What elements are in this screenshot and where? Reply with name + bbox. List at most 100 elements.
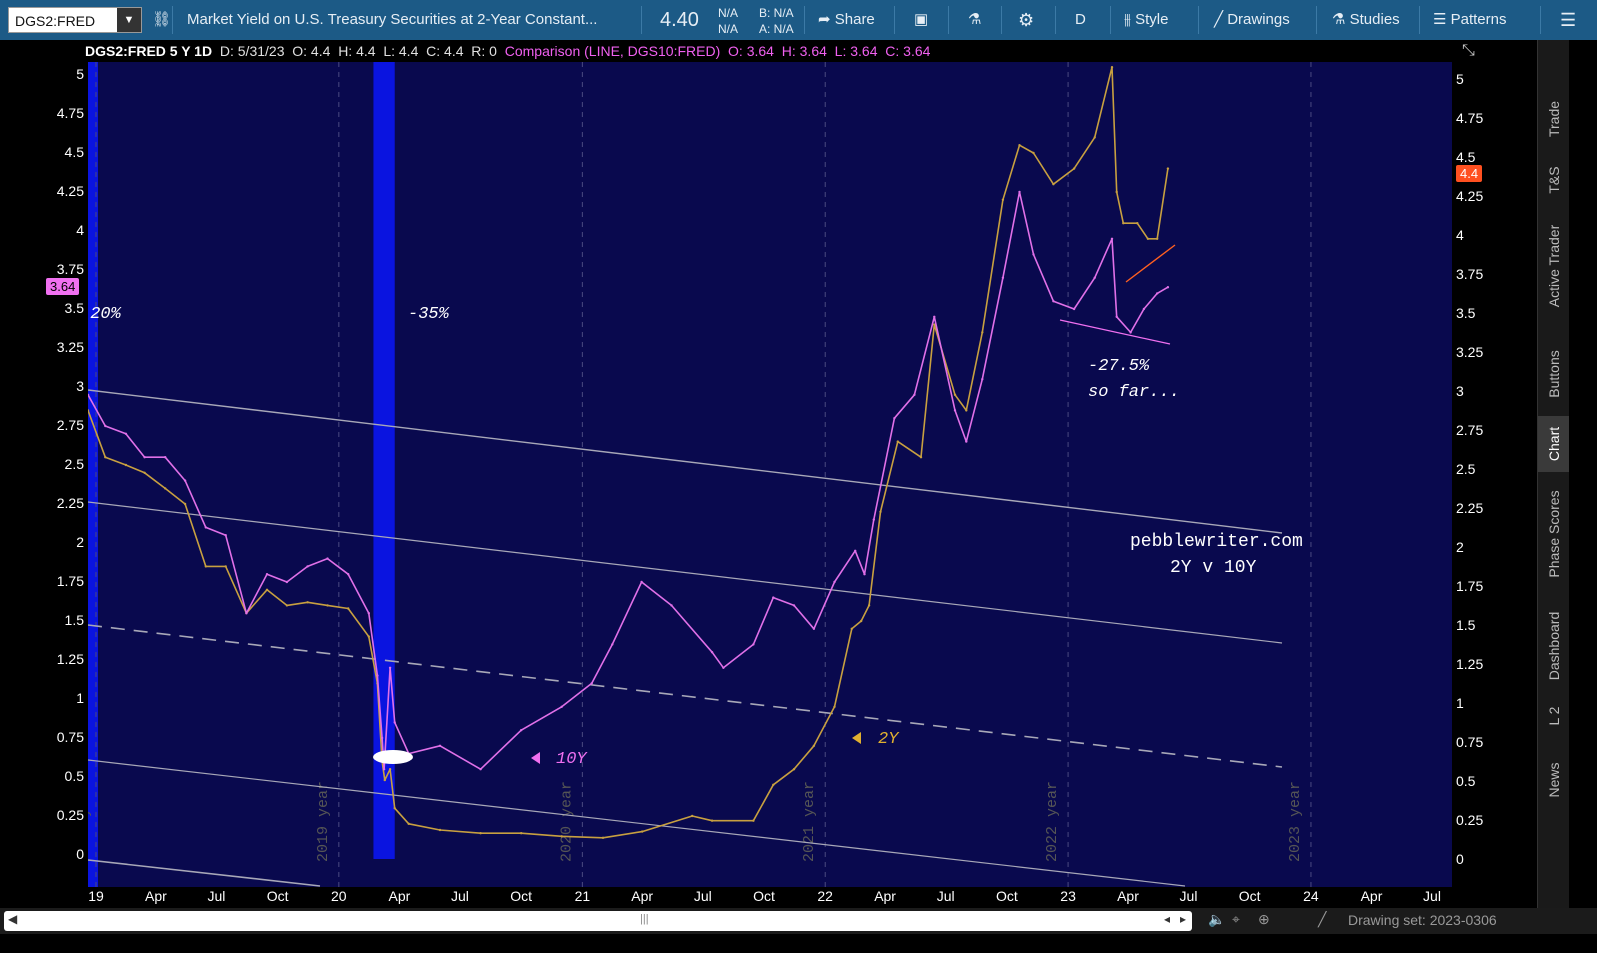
comparison-open: O: 3.64 xyxy=(728,43,774,59)
camera-icon[interactable]: ▣ xyxy=(914,11,929,28)
gear-icon[interactable]: ⚙ xyxy=(1018,10,1035,30)
year-label: 2020 year xyxy=(558,781,575,862)
drawing-pencil-icon[interactable]: ╱ xyxy=(1318,911,1327,927)
studies-button[interactable]: ⚗ Studies xyxy=(1332,0,1400,40)
chart-plot[interactable]: 2018 year 2019 year 2020 year 2021 year 2022… xyxy=(88,62,1452,887)
share-button[interactable]: ➦ Share xyxy=(818,0,875,40)
header-date: D: 5/31/23 xyxy=(219,43,285,59)
data-point-10y xyxy=(611,643,614,646)
right-axis-tick: 0 xyxy=(1456,851,1464,867)
left-axis-tick: 4.25 xyxy=(56,183,84,199)
menu-icon[interactable]: ☰ xyxy=(1560,10,1577,30)
data-point-10y xyxy=(388,666,392,669)
data-point-10y xyxy=(913,393,916,396)
data-point-2y xyxy=(953,393,957,396)
sidebar-tab-news[interactable]: News xyxy=(1538,736,1569,824)
data-point-2y xyxy=(265,588,269,591)
data-point-2y xyxy=(183,502,187,506)
time-axis-tick: 21 xyxy=(574,888,591,904)
sidebar-tab-phase-scores[interactable]: Phase Scores xyxy=(1538,472,1569,596)
watermark-site: pebblewriter.com xyxy=(1130,532,1303,552)
drawings-button[interactable]: ╱ Drawings xyxy=(1214,0,1290,40)
data-point-2y xyxy=(88,409,90,412)
trend-line-2y xyxy=(1125,244,1176,283)
right-axis-tick: 0.25 xyxy=(1456,812,1484,828)
data-point-10y xyxy=(1156,292,1159,295)
data-point-10y xyxy=(722,666,725,669)
change-value: N/A xyxy=(718,6,739,20)
data-point-2y xyxy=(393,807,396,810)
sidebar-tab-dashboard[interactable]: Dashboard xyxy=(1538,596,1569,696)
style-button[interactable]: ⫵ Style xyxy=(1124,0,1168,40)
toolbar-divider xyxy=(1110,6,1111,34)
time-axis-tick: Oct xyxy=(753,888,775,904)
data-point-2y xyxy=(479,832,482,835)
time-axis-tick: Oct xyxy=(266,888,289,904)
data-point-10y xyxy=(143,456,146,459)
symbol-text: DGS2:FRED xyxy=(15,13,96,29)
sound-icon[interactable]: 🔈 xyxy=(1208,911,1226,927)
toolbar-divider xyxy=(948,6,949,34)
data-point-10y xyxy=(981,378,984,381)
data-point-2y xyxy=(164,487,167,490)
data-point-10y xyxy=(124,432,128,435)
data-point-2y xyxy=(104,456,107,459)
pencil-icon: ╱ xyxy=(1214,11,1224,28)
data-point-10y xyxy=(953,409,957,412)
left-axis-tick: 1.75 xyxy=(56,573,84,589)
data-point-10y xyxy=(1001,276,1005,279)
link-icon[interactable]: ⛓ xyxy=(152,11,172,28)
sidebar-tab-l-2[interactable]: L 2 xyxy=(1538,696,1569,736)
drawing-set-label[interactable]: Drawing set: 2023-0306 xyxy=(1348,912,1497,928)
data-point-10y xyxy=(265,573,269,576)
data-point-2y xyxy=(388,768,392,771)
data-point-2y xyxy=(1110,66,1114,69)
toolbar-divider xyxy=(894,6,895,34)
time-axis-tick: 22 xyxy=(817,888,833,904)
sidebar-tab-trade[interactable]: Trade xyxy=(1538,80,1569,158)
data-point-2y xyxy=(438,828,442,832)
scroll-left-small-icon[interactable]: ◂ xyxy=(1164,912,1171,926)
data-point-2y xyxy=(867,604,871,607)
year-label: 2022 year xyxy=(1044,781,1061,862)
right-axis-tick: 1.5 xyxy=(1456,617,1476,633)
right-axis-tick: 4.25 xyxy=(1456,188,1484,204)
scroll-left-icon[interactable]: ◀ xyxy=(8,912,18,926)
data-point-10y xyxy=(854,549,857,552)
beaker-icon: ⚗ xyxy=(1332,11,1346,28)
header-low: L: 4.4 xyxy=(383,43,419,59)
crosshair-icon[interactable]: ⌖ xyxy=(1232,911,1240,927)
ask-value: A: N/A xyxy=(759,22,794,36)
data-point-2y xyxy=(1146,237,1150,240)
sidebar-tab-chart[interactable]: Chart xyxy=(1538,416,1569,472)
data-point-10y xyxy=(1032,253,1035,256)
left-axis-tick: 1 xyxy=(76,690,84,706)
data-point-10y xyxy=(640,580,643,584)
time-axis-tick: Apr xyxy=(144,888,167,904)
collapse-icon[interactable]: ⤡ xyxy=(1462,42,1475,59)
horizontal-scrollbar[interactable]: ◀ ||| ◂ ▸ xyxy=(4,911,1192,931)
data-point-2y xyxy=(1136,222,1139,225)
sidebar-tab-buttons[interactable]: Buttons xyxy=(1538,332,1569,416)
right-axis-tick: 2.5 xyxy=(1456,461,1476,477)
sidebar-tab-t-s[interactable]: T&S xyxy=(1538,158,1569,202)
bid-value: B: N/A xyxy=(759,6,794,20)
scroll-thumb-grip[interactable]: ||| xyxy=(640,913,649,925)
toolbar-divider xyxy=(804,6,805,34)
data-point-10y xyxy=(1018,190,1021,194)
patterns-button[interactable]: ☰ Patterns xyxy=(1433,0,1507,40)
sidebar-tab-active-trader[interactable]: Active Trader xyxy=(1538,200,1569,332)
symbol-dropdown-icon[interactable]: ▼ xyxy=(117,8,141,32)
data-point-2y xyxy=(981,331,984,334)
zoom-icon[interactable]: ⊕ xyxy=(1258,911,1270,927)
data-point-10y xyxy=(933,315,936,318)
symbol-input[interactable]: DGS2:FRED ▼ xyxy=(8,7,142,33)
scroll-right-icon[interactable]: ▸ xyxy=(1180,912,1187,926)
data-point-10y xyxy=(367,612,370,615)
comparison-label[interactable]: Comparison (LINE, DGS10:FRED) xyxy=(504,43,721,59)
data-point-10y xyxy=(164,456,167,459)
data-point-10y xyxy=(872,518,875,521)
period-button[interactable]: D xyxy=(1075,11,1086,28)
flask-icon[interactable]: ⚗ xyxy=(968,11,982,28)
data-point-2y xyxy=(1072,167,1076,170)
